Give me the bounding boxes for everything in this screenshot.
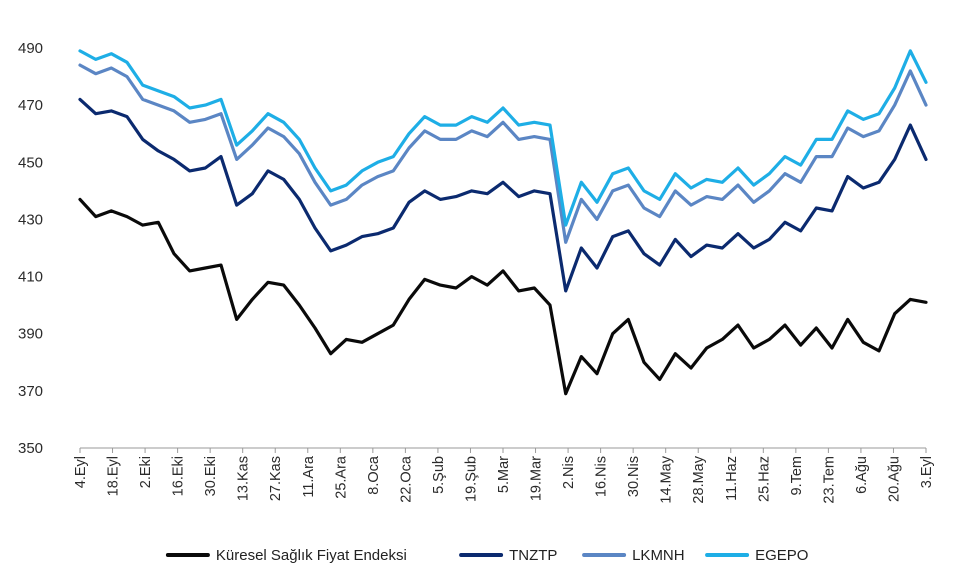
x-tick-label: 30.Nis — [626, 456, 642, 497]
y-tick-label: 450 — [18, 154, 43, 171]
y-tick-label: 390 — [18, 326, 43, 343]
x-tick-label: 5.Şub — [431, 456, 447, 494]
legend-label: LKMNH — [632, 547, 685, 564]
x-tick-label: 18.Eyl — [106, 456, 122, 496]
x-tick-label: 2.Eki — [138, 456, 154, 488]
x-tick-label: 11.Haz — [724, 456, 740, 501]
x-tick-label: 25.Ara — [333, 455, 349, 499]
y-tick-label: 490 — [18, 40, 43, 57]
x-tick-label: 20.Ağu — [886, 456, 902, 502]
y-tick-label: 430 — [18, 211, 43, 228]
legend-label: Küresel Sağlık Fiyat Endeksi — [216, 547, 407, 564]
y-axis-tick-labels: 350 370 390 410 430 450 470 490 — [18, 40, 43, 457]
x-tick-label: 16.Eki — [171, 456, 187, 496]
x-tick-label: 22.Oca — [398, 455, 414, 503]
x-tick-label: 6.Ağu — [854, 456, 870, 494]
x-tick-label: 19.Mar — [529, 456, 545, 501]
x-axis-tick-labels: 4.Eyl 18.Eyl 2.Eki 16.Eki 30.Eki 13.Kas 27.Kas… — [73, 455, 935, 503]
y-tick-label: 350 — [18, 440, 43, 457]
x-tick-label: 4.Eyl — [73, 456, 89, 488]
x-tick-label: 3.Eyl — [919, 456, 935, 488]
x-tick-label: 30.Eki — [203, 456, 219, 496]
x-tick-label: 9.Tem — [789, 456, 805, 496]
series-line — [78, 197, 928, 396]
x-tick-label: 2.Nis — [561, 456, 577, 489]
y-tick-label: 470 — [18, 97, 43, 114]
legend-label: EGEPO — [755, 547, 808, 564]
x-tick-label: 16.Nis — [594, 456, 610, 497]
x-tick-label: 28.May — [691, 455, 707, 503]
y-tick-label: 410 — [18, 269, 43, 286]
x-tick-label: 13.Kas — [236, 456, 252, 501]
legend: Küresel Sağlık Fiyat Endeksi TNZTP LKMNH EG… — [165, 547, 808, 564]
x-tick-label: 27.Kas — [268, 456, 284, 501]
series-line — [78, 63, 928, 244]
x-tick-label: 5.Mar — [496, 456, 512, 493]
x-axis-ticks — [79, 448, 927, 453]
x-tick-label: 25.Haz — [756, 456, 772, 502]
series-line — [78, 49, 928, 227]
x-tick-label: 8.Oca — [366, 455, 382, 495]
x-tick-label: 23.Tem — [821, 456, 837, 504]
x-tick-label: 14.May — [659, 455, 675, 503]
series-line — [78, 97, 928, 293]
x-tick-label: 19.Şub — [463, 456, 479, 502]
x-tick-label: 11.Ara — [301, 455, 317, 498]
y-tick-label: 370 — [18, 383, 43, 400]
legend-label: TNZTP — [509, 547, 557, 564]
series-lines — [78, 49, 928, 396]
